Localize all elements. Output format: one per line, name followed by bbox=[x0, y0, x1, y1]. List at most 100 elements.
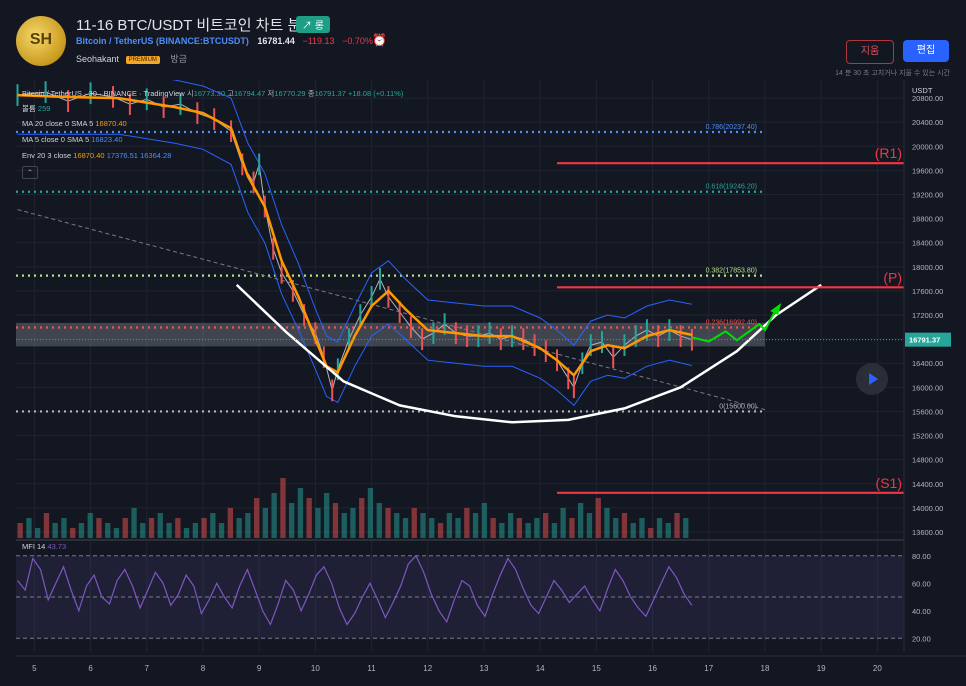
symbol-name-link[interactable]: Bitcoin / TetherUS bbox=[76, 36, 154, 46]
price-tick-5: 15600.00 bbox=[912, 407, 943, 416]
legend-main-row: Bitcoin / TetherUS · 30 · BINANCE · Trad… bbox=[22, 88, 403, 99]
legend-ma20-row[interactable]: MA 20 close 0 SMA 5 16870.40 bbox=[22, 119, 127, 128]
volume-bar-17 bbox=[166, 523, 172, 538]
env-basis-value: 16870.40 bbox=[73, 151, 105, 160]
volume-bar-57 bbox=[516, 518, 522, 538]
time-tick-0: 5 bbox=[32, 664, 37, 673]
time-tick-1: 6 bbox=[88, 664, 93, 673]
exchange-symbol-link[interactable]: (BINANCE:BTCUSDT) bbox=[155, 36, 249, 46]
volume-bar-74 bbox=[665, 523, 671, 538]
fib-level-label-1: 0.618(19246.20) bbox=[706, 184, 757, 191]
volume-bar-68 bbox=[613, 518, 619, 538]
mfi-tick-1: 40.00 bbox=[912, 607, 931, 616]
time-tick-7: 12 bbox=[423, 664, 432, 673]
time-tick-10: 15 bbox=[592, 664, 601, 673]
volume-bar-45 bbox=[411, 508, 417, 538]
time-tick-2: 7 bbox=[145, 664, 150, 673]
cup-bottom-arc bbox=[235, 283, 822, 424]
price-tick-9: 17200.00 bbox=[912, 311, 943, 320]
delete-button[interactable]: 지움 bbox=[846, 40, 894, 64]
volume-bar-73 bbox=[656, 518, 663, 538]
grid-lines bbox=[16, 80, 904, 652]
forecast-path bbox=[691, 303, 782, 343]
time-tick-3: 8 bbox=[201, 664, 206, 673]
volume-bar-36 bbox=[332, 503, 339, 538]
edit-button[interactable]: 편집 bbox=[903, 40, 949, 62]
play-replay-button[interactable] bbox=[856, 363, 888, 395]
volume-bar-75 bbox=[674, 513, 680, 538]
time-axis[interactable]: 5 6 7 8 9 10 11 12 13 14 15 16 17 18 19 20 bbox=[16, 655, 966, 673]
ma-line bbox=[17, 93, 693, 378]
volume-bar-22 bbox=[210, 513, 216, 538]
legend-close-label: 종 bbox=[307, 89, 315, 98]
volume-bar-3 bbox=[43, 513, 50, 538]
pivot-label-2: (S1) bbox=[876, 475, 902, 491]
legend-main: Bitcoin / TetherUS · 30 · BINANCE · Trad… bbox=[22, 89, 185, 98]
time-tick-6: 11 bbox=[367, 664, 376, 673]
price-tick-6: 16000.00 bbox=[912, 383, 943, 392]
alarm-clock-icon[interactable]: ⏰ bbox=[372, 33, 387, 47]
collapse-legend-button[interactable]: ⌃ bbox=[22, 166, 38, 179]
pivot-label-0: (R1) bbox=[875, 145, 902, 161]
chevron-up-icon: ⌃ bbox=[26, 168, 34, 177]
volume-bar-23 bbox=[218, 523, 225, 538]
volume-bar-2 bbox=[35, 528, 41, 538]
time-tick-9: 14 bbox=[536, 664, 545, 673]
volume-bar-11 bbox=[113, 528, 120, 538]
price-tick-13: 18800.00 bbox=[912, 215, 943, 224]
price-axis[interactable]: USDT 13600.00 14000.00 14400.00 14800.00 1520… bbox=[16, 80, 951, 652]
author-name-link[interactable]: Seohakant bbox=[76, 54, 120, 64]
volume-bar-67 bbox=[604, 508, 610, 538]
author-avatar[interactable]: SH bbox=[16, 16, 66, 66]
volume-bar-38 bbox=[350, 508, 356, 538]
legend-ma5-row[interactable]: MA 5 close 0 SMA 5 16823.40 bbox=[22, 135, 123, 144]
volume-value: 259 bbox=[37, 104, 51, 113]
time-tick-11: 16 bbox=[648, 664, 657, 673]
trendline bbox=[17, 209, 766, 411]
envelope-lower-line bbox=[17, 133, 693, 407]
last-price-tag-bg bbox=[905, 332, 951, 347]
descending-trendline bbox=[17, 209, 766, 411]
volume-bar-71 bbox=[639, 518, 645, 538]
legend-close: 16791.37 bbox=[314, 89, 346, 98]
price-tick-0: 13600.00 bbox=[912, 528, 943, 537]
ma20-value: 16870.40 bbox=[95, 119, 127, 128]
time-tick-8: 13 bbox=[480, 664, 489, 673]
volume-bar-62 bbox=[560, 508, 566, 538]
volume-bar-55 bbox=[499, 523, 505, 538]
legend-mfi-row[interactable]: MFI 14 43.73 bbox=[22, 542, 66, 551]
volume-bar-39 bbox=[359, 498, 365, 538]
volume-bar-50 bbox=[455, 518, 461, 538]
volume-bars bbox=[17, 478, 689, 538]
volume-bar-41 bbox=[376, 503, 382, 538]
time-tick-4: 9 bbox=[257, 664, 262, 673]
volume-bar-15 bbox=[148, 518, 155, 538]
volume-bar-29 bbox=[271, 493, 277, 538]
price-tick-14: 19200.00 bbox=[912, 191, 943, 200]
volume-bar-48 bbox=[437, 523, 444, 538]
volume-bar-49 bbox=[446, 513, 452, 538]
legend-volume-row: 볼륨 259 bbox=[22, 103, 50, 114]
price-tick-17: 20400.00 bbox=[912, 118, 943, 127]
time-tick-5: 10 bbox=[311, 664, 320, 673]
volume-bar-24 bbox=[227, 508, 233, 538]
published-time: 방금 bbox=[170, 54, 187, 64]
volume-bar-44 bbox=[402, 518, 409, 538]
legend-env-row[interactable]: Env 20 3 close 16870.40 17376.51 16364.2… bbox=[22, 151, 171, 160]
mfi-label: MFI 14 bbox=[22, 542, 46, 551]
envelope-bands bbox=[17, 80, 693, 407]
fib-level-label-2: 0.382(17853.80) bbox=[706, 268, 757, 275]
volume-bar-69 bbox=[621, 513, 628, 538]
volume-bar-43 bbox=[394, 513, 400, 538]
volume-bar-53 bbox=[481, 503, 487, 538]
volume-bar-31 bbox=[289, 503, 295, 538]
env-label: Env 20 3 close bbox=[22, 151, 72, 160]
volume-bar-27 bbox=[254, 498, 260, 538]
volume-bar-0 bbox=[17, 523, 23, 538]
volume-bar-9 bbox=[96, 518, 102, 538]
price-chart[interactable]: 0.786(20237.40) 0.618(19246.20) 0.382(1785… bbox=[16, 80, 966, 686]
edit-time-note: 14 분 30 초 고치거나 지울 수 있는 시간 bbox=[835, 70, 950, 77]
volume-bar-7 bbox=[78, 523, 85, 538]
currency-label: USDT bbox=[912, 86, 933, 95]
price-tick-12: 18400.00 bbox=[912, 239, 943, 248]
